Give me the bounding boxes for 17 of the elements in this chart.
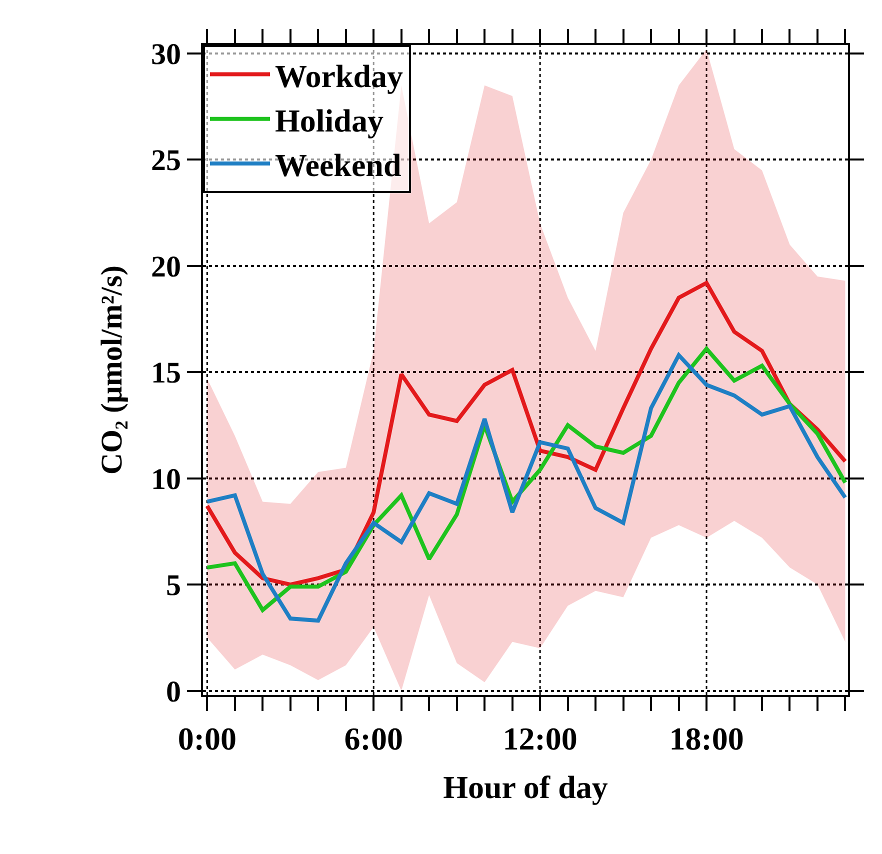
y-tick-label: 5: [166, 569, 181, 602]
line-series: [205, 280, 848, 587]
x-axis-title: Hour of day: [443, 768, 608, 805]
x-tick-label: 12:00: [502, 720, 578, 756]
y-tick-label: 20: [151, 250, 181, 284]
y-tick-label: 25: [151, 144, 181, 178]
y-tick-label: 0: [166, 675, 181, 708]
legend-label: Weekend: [275, 146, 402, 183]
x-tick-label: 6:00: [344, 720, 403, 756]
y-axis-title: CO₂ (μmol/m²/s): [96, 265, 128, 475]
x-tick-label: 0:00: [178, 720, 236, 756]
legend-label: Holiday: [275, 102, 384, 138]
y-tick-label: 15: [151, 356, 181, 390]
x-tick-label: 18:00: [669, 720, 744, 756]
legend-label: Workday: [275, 58, 404, 94]
y-tick-label: 30: [151, 38, 181, 71]
y-tick-label: 10: [151, 462, 181, 496]
